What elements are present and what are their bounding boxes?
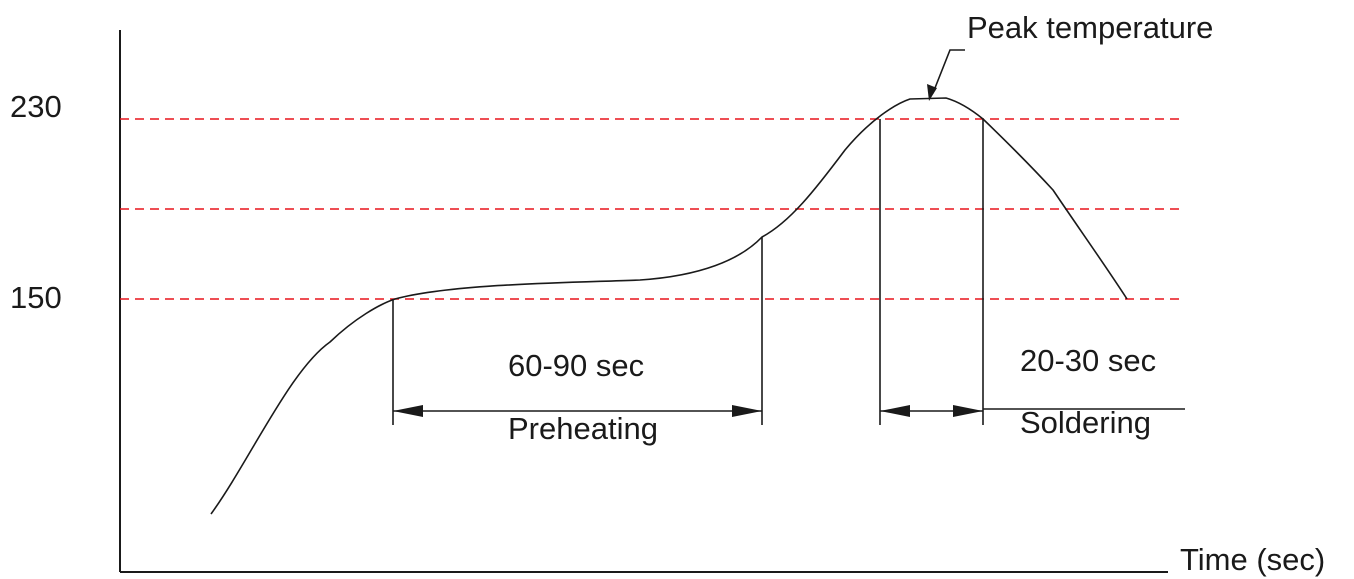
y-tick-label-230: 230 (10, 89, 62, 124)
peak-temperature-label: Peak temperature (967, 10, 1213, 45)
y-tick-label-150: 150 (10, 280, 62, 315)
solder-name-label: Soldering (1020, 405, 1151, 440)
preheat-right-arrowhead (732, 405, 762, 417)
solder-left-arrowhead (880, 405, 910, 417)
peak-leader-line (932, 49, 965, 94)
peak-leader-arrowhead (927, 84, 937, 101)
temperature-curve (210, 97, 1128, 515)
solder-duration-label: 20-30 sec (1020, 343, 1156, 378)
preheat-duration-label: 60-90 sec (508, 348, 644, 383)
preheat-left-arrowhead (393, 405, 423, 417)
solder-right-arrowhead (953, 405, 983, 417)
preheat-name-label: Preheating (508, 411, 658, 446)
x-axis-label: Time (sec) (1180, 542, 1325, 577)
